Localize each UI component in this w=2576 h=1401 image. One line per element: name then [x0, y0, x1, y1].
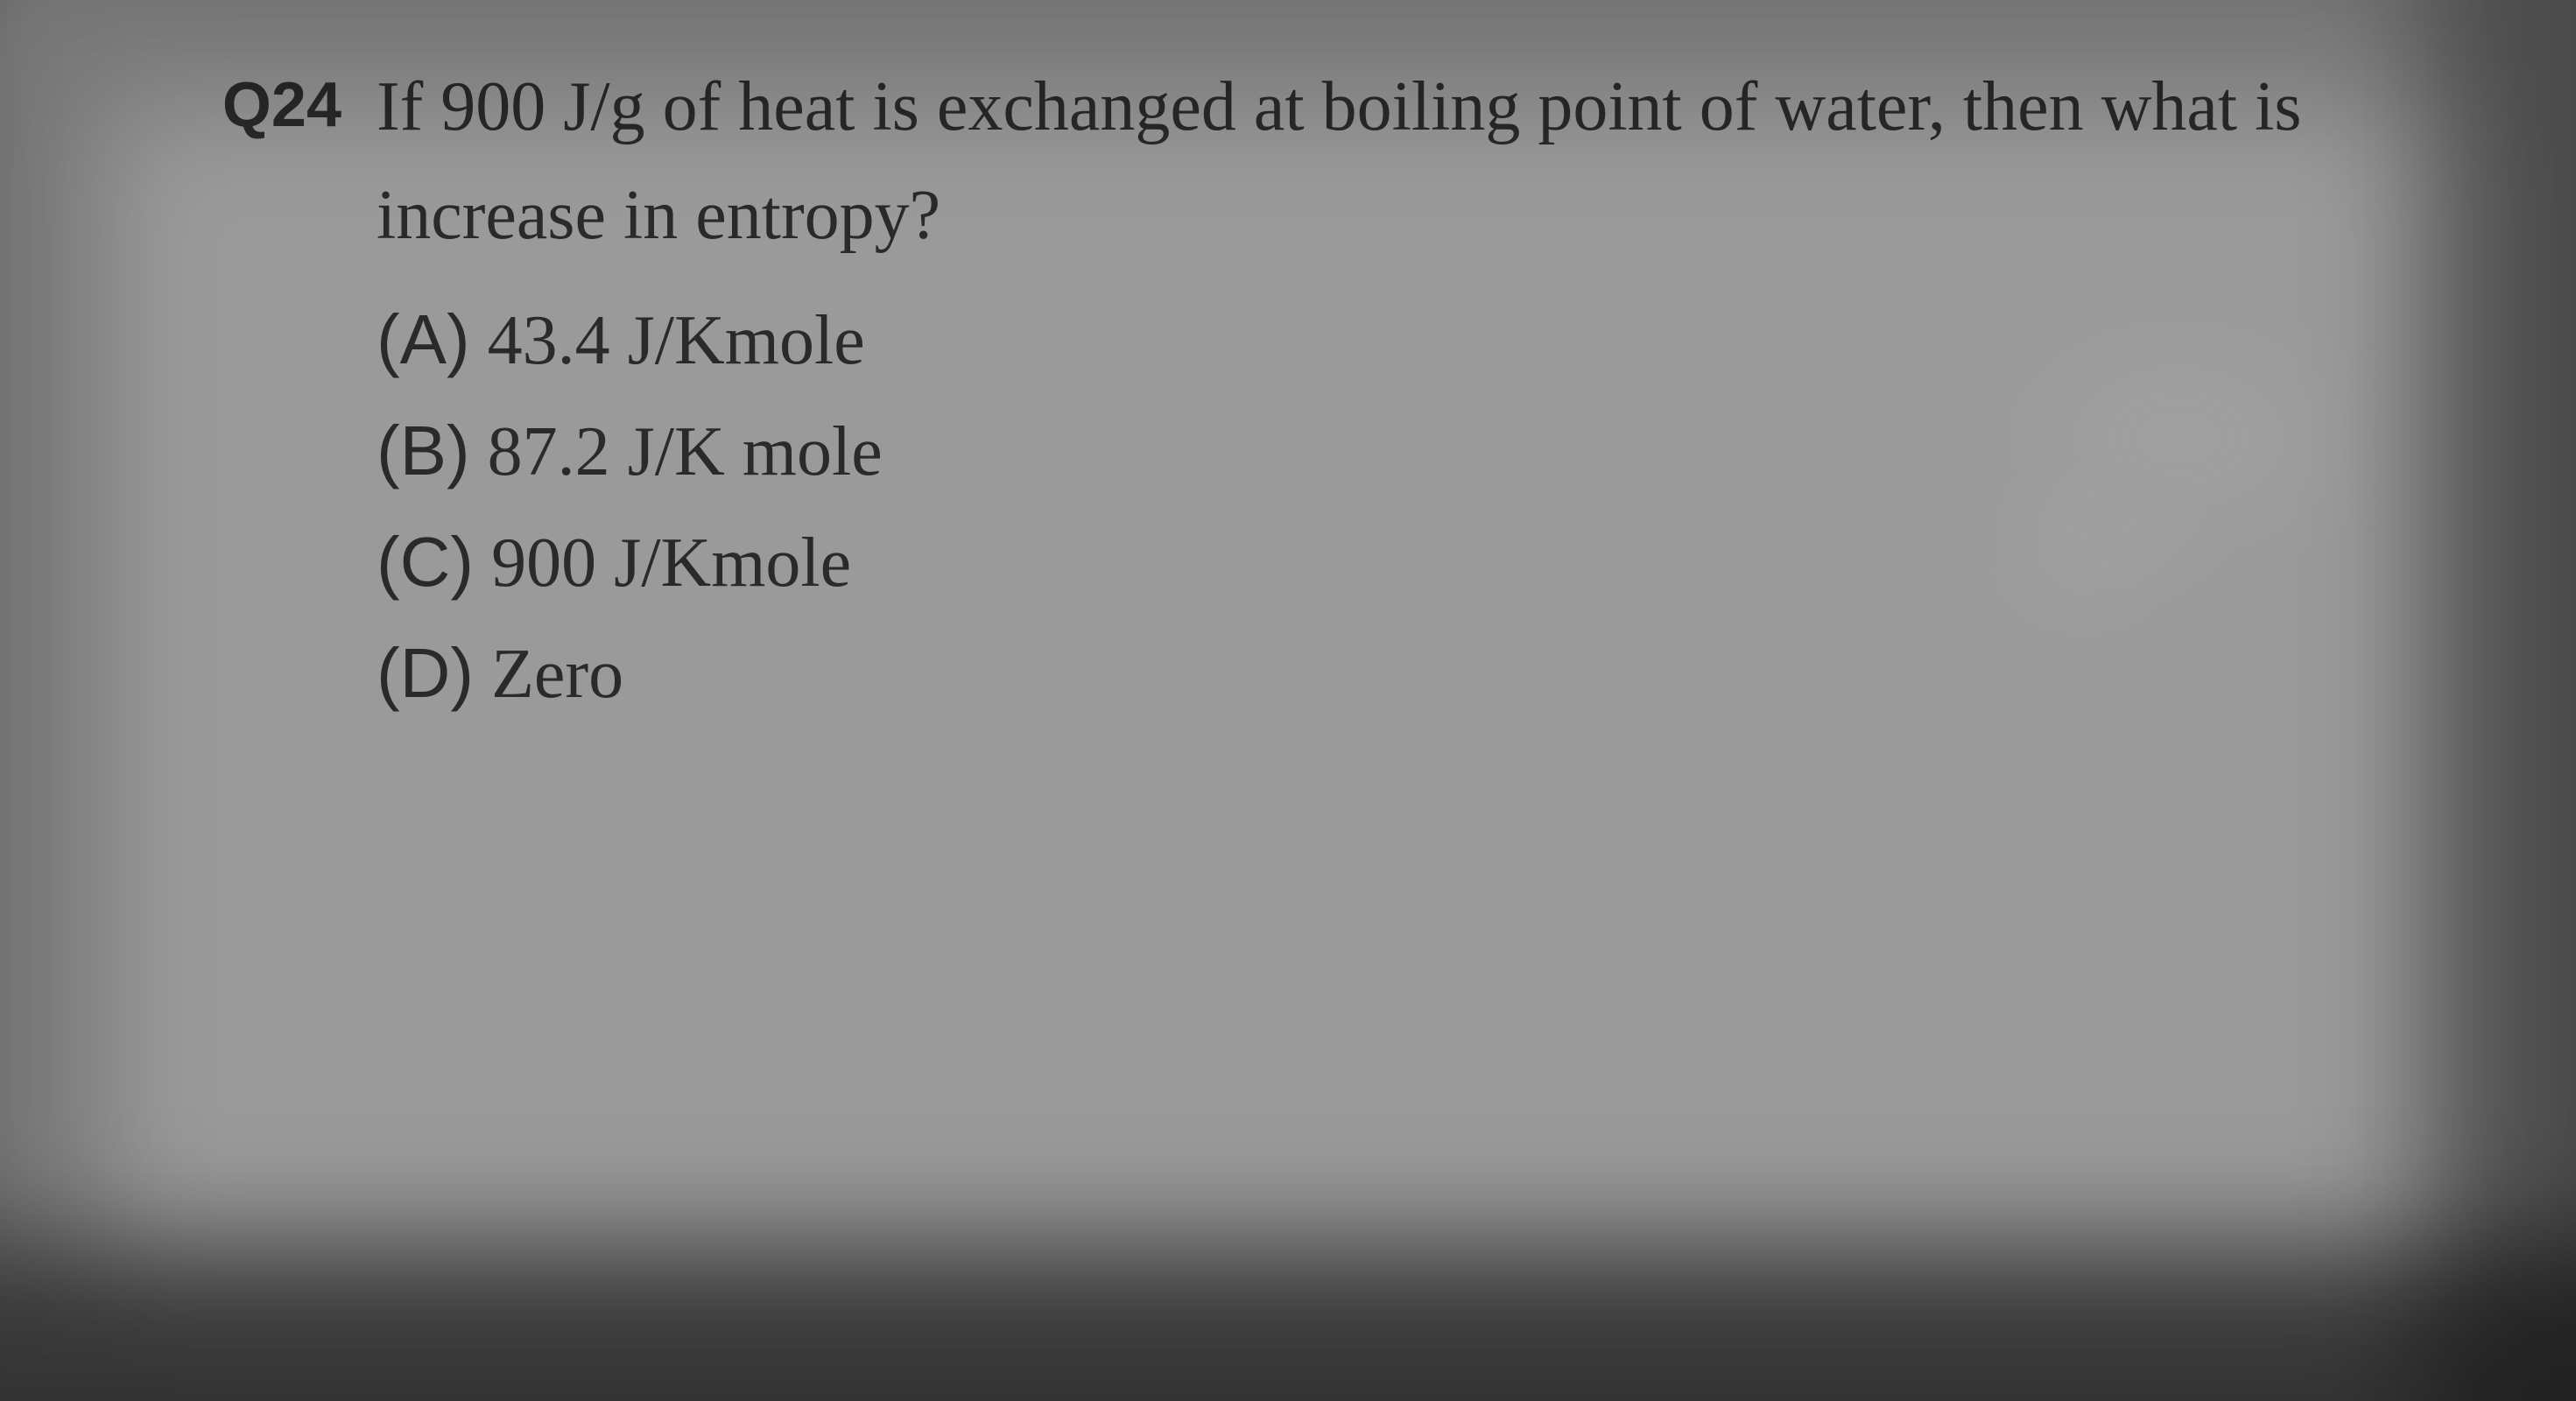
question-stem: If 900 J/g of heat is exchanged at boili… — [377, 53, 2488, 270]
option-b: (B) 87.2 J/K mole — [377, 398, 2488, 504]
option-text: 87.2 J/K mole — [488, 413, 883, 490]
option-label: (A) — [377, 300, 470, 378]
page: Q24 If 900 J/g of heat is exchanged at b… — [0, 0, 2576, 1401]
option-text: Zero — [491, 636, 623, 713]
option-label: (C) — [377, 523, 474, 601]
option-text: 43.4 J/Kmole — [488, 302, 865, 379]
option-c: (C) 900 J/Kmole — [377, 510, 2488, 616]
question-number: Q24 — [0, 53, 377, 150]
question-body: If 900 J/g of heat is exchanged at boili… — [377, 53, 2576, 732]
option-d: (D) Zero — [377, 621, 2488, 727]
option-label: (D) — [377, 634, 474, 712]
options-list: (A) 43.4 J/Kmole (B) 87.2 J/K mole (C) 9… — [377, 287, 2488, 727]
option-a: (A) 43.4 J/Kmole — [377, 287, 2488, 393]
option-label: (B) — [377, 412, 470, 489]
question-row: Q24 If 900 J/g of heat is exchanged at b… — [0, 53, 2576, 732]
option-text: 900 J/Kmole — [491, 524, 851, 602]
